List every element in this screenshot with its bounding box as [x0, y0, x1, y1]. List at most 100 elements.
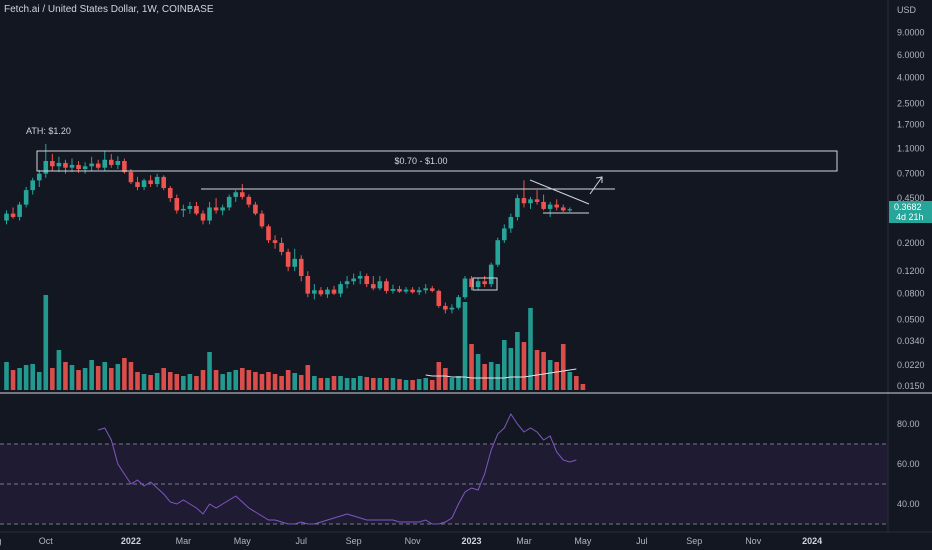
candle: [515, 194, 520, 221]
price-tick-label: 0.0800: [897, 289, 925, 299]
volume-bar: [423, 378, 428, 390]
volume-bar: [279, 376, 284, 390]
volume-bar: [397, 379, 402, 390]
resistance-zone-label: $0.70 - $1.00: [394, 156, 447, 166]
candle: [187, 201, 193, 214]
volume-bar: [456, 376, 461, 390]
candle: [102, 151, 108, 171]
candle: [56, 156, 62, 173]
candle: [50, 153, 55, 171]
candle: [436, 289, 442, 308]
volume-bar: [449, 378, 455, 390]
volume-bar: [253, 372, 258, 390]
volume-bar: [23, 365, 29, 390]
price-axis: 9.0000 6.0000 4.0000 2.5000 1.7000 1.1000 0.70…: [897, 27, 925, 391]
volume-bar: [305, 365, 311, 390]
volume-bar: [17, 368, 22, 390]
volume-bar: [200, 370, 206, 390]
time-tick-label: 2023: [462, 536, 482, 546]
candle: [502, 224, 507, 243]
time-tick-label: Sep: [686, 536, 702, 546]
volume-bar: [560, 344, 566, 390]
time-tick-label: Mar: [176, 536, 192, 546]
volume-bar: [240, 368, 245, 390]
candle: [233, 190, 239, 202]
price-axis-unit: USD: [897, 5, 917, 15]
candle: [495, 237, 501, 267]
candle: [10, 207, 16, 219]
candle: [154, 173, 160, 187]
rsi-tick-label: 40.00: [897, 499, 920, 509]
candle: [23, 186, 29, 208]
candle: [292, 248, 297, 272]
volume-layer: [4, 295, 586, 390]
volume-bar: [580, 384, 586, 390]
candle: [331, 285, 337, 296]
volume-bar: [109, 368, 114, 390]
time-tick-label: May: [574, 536, 592, 546]
candle: [357, 271, 363, 285]
volume-bar: [4, 362, 9, 390]
volume-bar: [312, 376, 317, 390]
candle: [115, 156, 121, 170]
candle: [259, 210, 265, 229]
volume-bar: [246, 370, 252, 390]
volume-bar: [325, 378, 330, 390]
volume-bar: [416, 379, 422, 390]
candle: [312, 284, 317, 300]
candle: [141, 178, 147, 191]
price-tick-label: 0.0150: [897, 381, 925, 391]
volume-bar: [135, 372, 140, 390]
candle: [128, 169, 134, 185]
candle: [371, 275, 376, 291]
volume-bar: [475, 354, 481, 390]
volume-bar: [541, 352, 546, 390]
volume-bar: [318, 378, 324, 390]
candle: [521, 180, 527, 208]
candle: [69, 158, 75, 173]
volume-bar: [554, 362, 559, 390]
candle: [194, 201, 199, 216]
time-tick-label: 2024: [802, 536, 822, 546]
volume-bar: [194, 376, 199, 390]
volume-bar: [469, 344, 474, 390]
volume-bar: [338, 376, 343, 390]
volume-bar: [377, 378, 383, 390]
candle: [416, 287, 422, 296]
price-tick-label: 0.2000: [897, 238, 925, 248]
candle: [253, 201, 258, 216]
candle: [429, 285, 435, 293]
candle-layer: [4, 143, 573, 314]
time-tick-label: Jul: [636, 536, 648, 546]
candle: [508, 213, 514, 233]
volume-bar: [344, 378, 350, 390]
volume-bar: [521, 342, 527, 390]
candle: [89, 156, 94, 171]
price-tick-label: 0.4500: [897, 193, 925, 203]
candle: [475, 278, 481, 291]
candle: [305, 271, 311, 298]
time-tick-label: Jul: [295, 536, 307, 546]
volume-bar: [161, 368, 166, 390]
volume-bar: [115, 364, 121, 390]
volume-bar: [574, 376, 579, 390]
volume-bar: [167, 372, 173, 390]
candle: [318, 287, 324, 297]
volume-bar: [43, 295, 49, 390]
candle: [240, 184, 245, 200]
volume-bar: [390, 378, 396, 390]
candle: [226, 194, 232, 211]
chart-title: Fetch.ai / United States Dollar, 1W, COI…: [4, 4, 214, 15]
candle: [135, 176, 140, 191]
volume-bar: [30, 364, 35, 390]
time-tick-label: Mar: [516, 536, 532, 546]
volume-bar: [10, 370, 16, 390]
volume-bar: [50, 368, 55, 390]
candle: [554, 199, 559, 211]
candle: [567, 207, 573, 212]
volume-bar: [36, 372, 42, 390]
ath-label: ATH: $1.20: [26, 126, 71, 136]
candle: [344, 275, 350, 289]
price-tick-label: 2.5000: [897, 98, 925, 108]
